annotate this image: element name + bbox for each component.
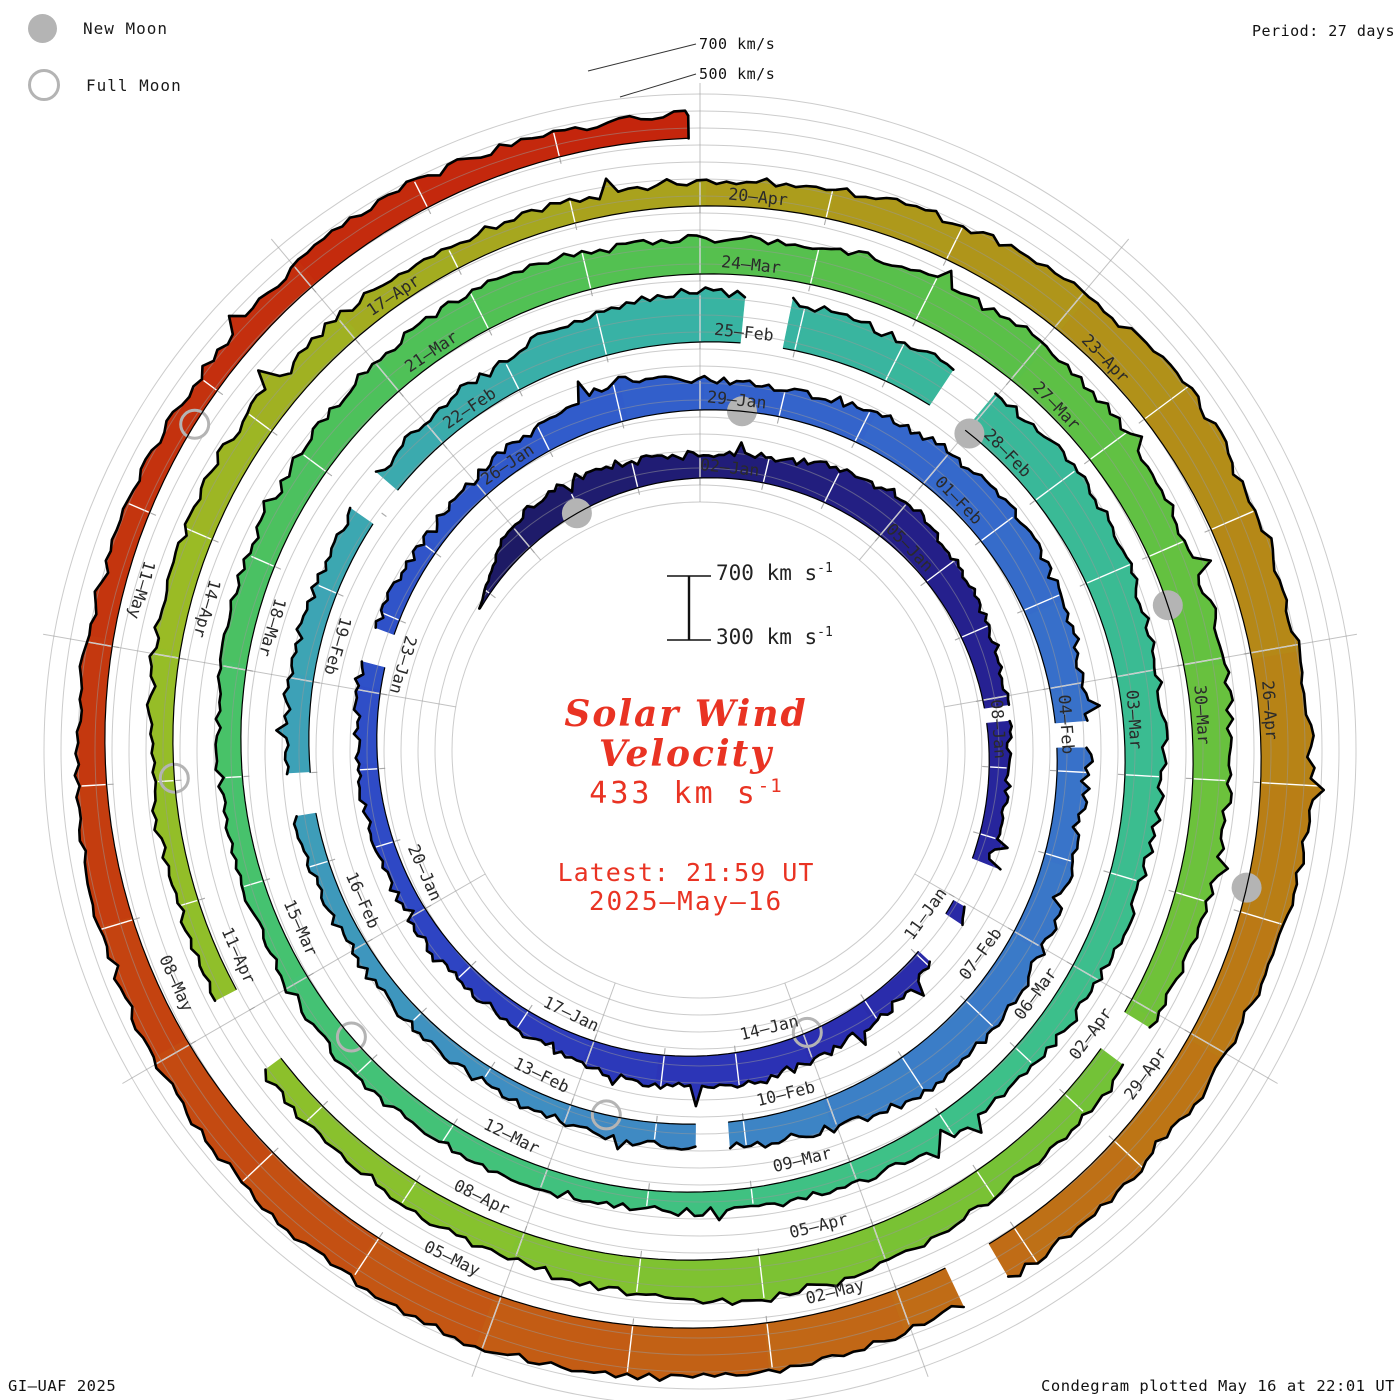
outer-scale-pointers	[587, 43, 697, 98]
date-label: 23–Jan	[386, 634, 421, 697]
date-label: 30–Mar	[1190, 685, 1213, 746]
latest-time-label: Latest: 21:59 UT	[557, 858, 815, 887]
chart-title-line1: Solar Wind	[564, 693, 808, 735]
new-moon-label: New Moon	[83, 19, 169, 38]
chart-title-line2: Velocity	[598, 733, 774, 775]
full-moon-marker	[590, 1099, 622, 1131]
latest-date-label: 2025–May–16	[588, 887, 784, 917]
full-moon-marker	[335, 1021, 367, 1053]
date-label: 04–Feb	[1055, 694, 1078, 755]
legend-new-moon: New Moon	[28, 14, 168, 43]
velocity-trace	[73, 109, 1325, 1382]
outer-scale-700: 700 km/s	[699, 35, 776, 53]
full-moon-marker	[179, 408, 211, 440]
full-moon-label: Full Moon	[86, 75, 182, 95]
full-moon-marker	[158, 762, 190, 794]
full-moon-icon	[28, 69, 60, 101]
full-moon-marker	[791, 1016, 823, 1048]
plotted-label: Condegram plotted May 16 at 22:01 UT	[1041, 1377, 1395, 1395]
period-label: Period: 27 days	[1252, 22, 1395, 40]
baseline-spiral	[104, 137, 1262, 1329]
outer-scale-500: 500 km/s	[699, 65, 776, 83]
current-velocity-value: 433 km s-1	[589, 775, 783, 811]
velocity-scale-bar	[667, 575, 711, 641]
legend-full-moon: Full Moon	[28, 69, 182, 101]
scalebar-bottom-label: 300 km s-1	[716, 625, 833, 649]
scalebar-top-label: 700 km s-1	[716, 561, 833, 585]
date-label: 26–Apr	[1258, 680, 1281, 741]
date-label: 08–Jan	[987, 699, 1010, 760]
new-moon-icon	[28, 14, 57, 43]
credit-label: GI–UAF 2025	[8, 1377, 117, 1395]
date-label: 03–Mar	[1123, 689, 1146, 750]
